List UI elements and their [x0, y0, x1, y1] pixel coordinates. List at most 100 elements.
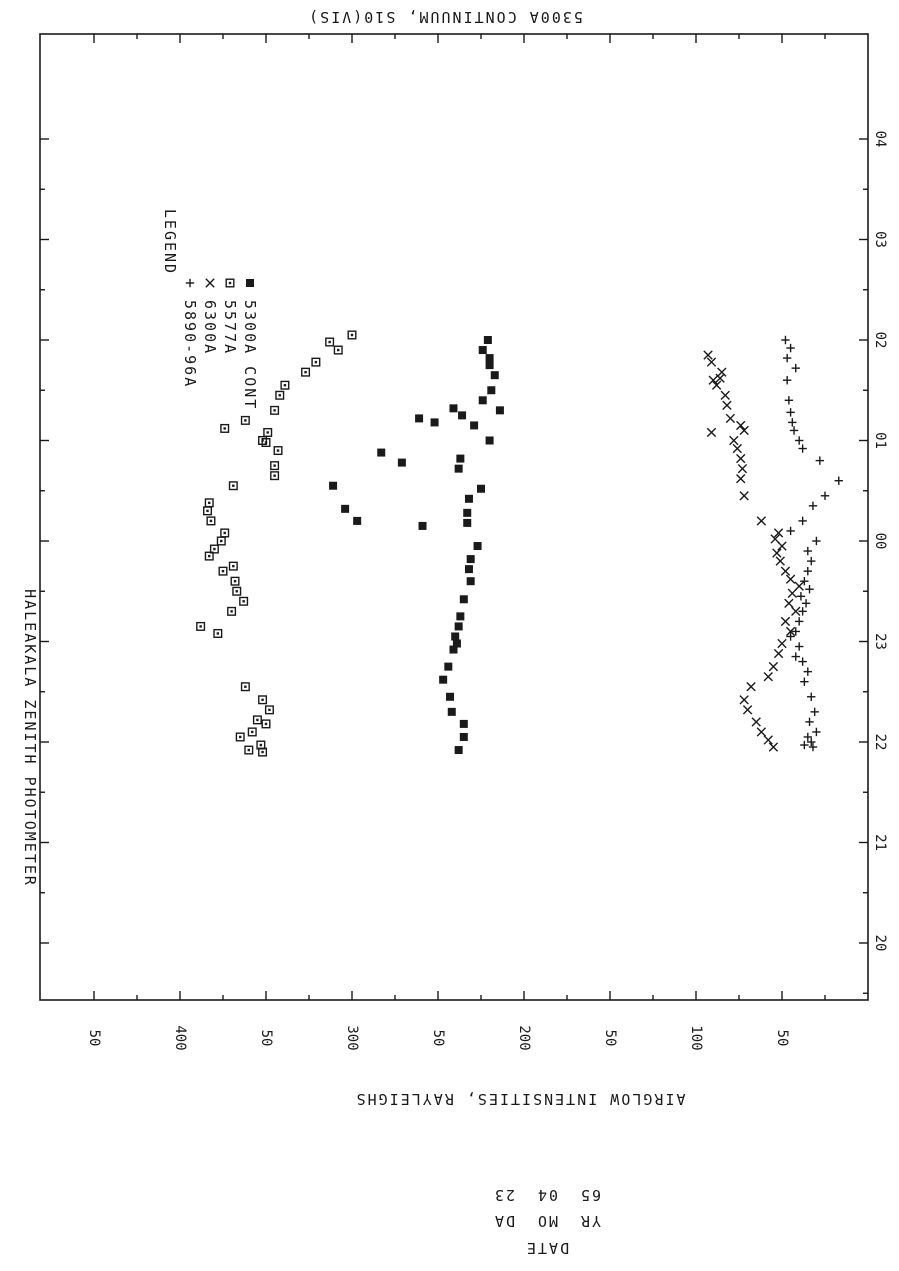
data-point-plus — [812, 536, 821, 546]
data-point-plus — [820, 491, 830, 500]
data-point-filled-square — [454, 746, 463, 755]
data-point-square — [213, 628, 223, 638]
intensity-tick-label: 100 — [688, 1025, 704, 1050]
data-point-plus — [798, 516, 807, 526]
data-point-plus — [803, 546, 812, 556]
data-point-cross — [739, 425, 749, 436]
data-point-cross — [739, 695, 749, 705]
data-point-plus — [791, 652, 800, 661]
data-point-plus — [791, 627, 800, 636]
data-point-square — [228, 561, 238, 571]
data-point-square — [209, 544, 219, 554]
legend-marker-cross — [205, 278, 215, 288]
data-point-plus — [800, 677, 809, 686]
time-tick-label: 01 — [872, 432, 888, 449]
data-point-filled-square — [447, 707, 456, 716]
data-point-plus — [798, 444, 807, 453]
data-point-filled-square — [459, 595, 468, 604]
data-point-cross — [772, 548, 782, 558]
data-point-filled-square — [485, 354, 494, 363]
data-point-cross — [768, 661, 779, 672]
data-point-filled-square — [478, 346, 487, 355]
data-point-square — [235, 732, 245, 742]
data-point-plus — [803, 566, 812, 576]
data-point-cross — [784, 598, 794, 609]
legend-label: 6300A — [201, 300, 219, 355]
data-point-cross — [763, 735, 773, 745]
data-point-filled-square — [466, 555, 475, 564]
data-point-cross — [773, 528, 784, 538]
data-point-plus — [791, 363, 800, 373]
data-point-square — [220, 528, 230, 538]
date-column-label: MO — [536, 1212, 558, 1230]
data-point-cross — [777, 638, 787, 649]
data-point-filled-square — [454, 622, 463, 631]
time-tick-label: 23 — [872, 633, 888, 650]
data-point-filled-square — [397, 458, 406, 467]
data-point-cross — [773, 648, 784, 659]
data-point-plus — [796, 592, 806, 601]
data-point-square — [270, 461, 280, 471]
data-point-square — [227, 606, 237, 616]
intensity-tick-label: 50 — [774, 1030, 790, 1047]
data-point-plus — [800, 577, 809, 586]
data-point-cross — [736, 473, 746, 484]
data-point-filled-square — [449, 645, 458, 654]
data-point-filled-square — [444, 662, 453, 671]
data-point-plus — [788, 418, 797, 427]
data-point-square — [258, 747, 268, 757]
data-point-plus — [812, 727, 821, 737]
data-point-square — [325, 337, 335, 347]
data-point-plus — [789, 426, 799, 435]
data-point-plus — [795, 436, 804, 445]
intensity-tick-label: 50 — [258, 1030, 274, 1047]
chart-axes — [39, 33, 869, 1001]
data-point-cross — [725, 413, 736, 424]
data-point-filled-square — [478, 396, 487, 405]
data-point-cross — [737, 463, 748, 474]
data-point-cross — [785, 574, 796, 584]
date-value: 04 — [536, 1186, 558, 1204]
data-point-square — [204, 498, 214, 508]
data-point-plus — [784, 396, 794, 405]
data-point-filled-square — [377, 448, 386, 457]
data-point-cross — [780, 616, 791, 627]
data-point-cross — [708, 375, 718, 385]
data-point-filled-square — [459, 732, 468, 741]
legend-label: 5577A — [221, 300, 239, 355]
data-point-filled-square — [430, 418, 439, 427]
data-point-filled-square — [329, 481, 338, 490]
intensity-tick-label: 200 — [516, 1025, 532, 1050]
data-point-filled-square — [353, 516, 362, 525]
data-point-filled-square — [458, 411, 467, 420]
chart-labels: 20 21 22 23 00 01 02 03 04 50 100 50 200 50 300 50 400 50… — [21, 8, 888, 1257]
data-point-cross — [736, 453, 746, 464]
data-point-square — [258, 436, 268, 446]
data-point-filled-square — [495, 406, 504, 415]
data-point-filled-square — [439, 675, 448, 684]
data-point-plus — [782, 376, 792, 385]
data-point-filled-square — [485, 361, 494, 370]
data-point-square — [239, 596, 249, 606]
data-point-square — [220, 423, 230, 433]
data-point-cross — [717, 367, 727, 377]
legend-label: 5890-96A — [181, 300, 199, 388]
time-tick-label: 03 — [872, 231, 888, 248]
data-point-filled-square — [456, 612, 465, 621]
chart-title: HALEAKALA ZENITH PHOTOMETER — [21, 589, 39, 887]
legend-label: 5300A CONT — [241, 300, 259, 410]
data-point-plus — [807, 737, 816, 747]
data-point-cross — [785, 626, 796, 637]
data-point-filled-square — [490, 371, 499, 380]
data-point-square — [311, 357, 321, 367]
data-point-square — [270, 405, 280, 415]
data-point-cross — [775, 556, 785, 566]
data-point-square — [196, 621, 206, 631]
data-point-filled-square — [446, 692, 455, 701]
data-point-plus — [786, 526, 795, 536]
legend-marker-square — [225, 278, 235, 288]
data-point-square — [258, 695, 268, 705]
data-point-cross — [742, 705, 753, 715]
data-point-square — [273, 446, 283, 456]
